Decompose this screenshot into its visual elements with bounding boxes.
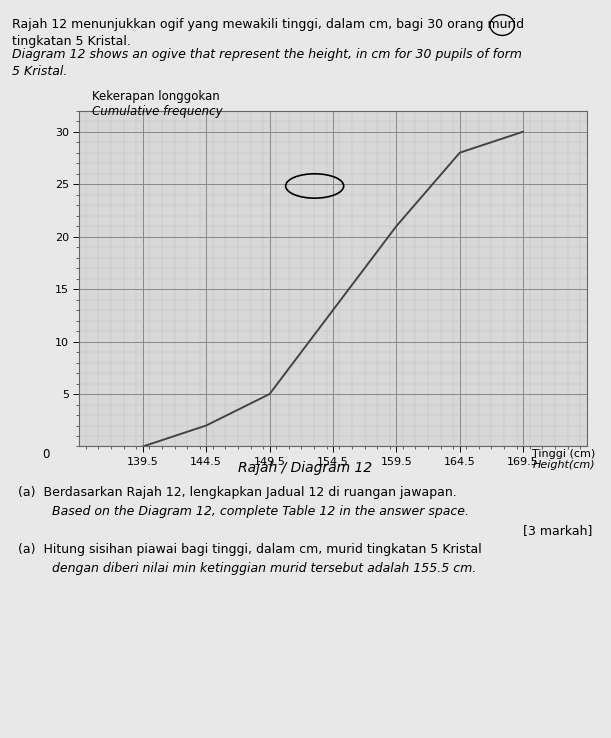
Text: dengan diberi nilai min ketinggian murid tersebut adalah 155.5 cm.: dengan diberi nilai min ketinggian murid… xyxy=(52,562,476,576)
Text: [3 markah]: [3 markah] xyxy=(523,524,593,537)
Text: Diagram 12 shows an ogive that represent the height, in cm for 30 pupils of form: Diagram 12 shows an ogive that represent… xyxy=(12,48,522,78)
Text: 0: 0 xyxy=(42,448,49,461)
Text: Height(cm): Height(cm) xyxy=(533,460,596,470)
Text: Rajah / Diagram 12: Rajah / Diagram 12 xyxy=(238,461,373,475)
Text: (a)  Hitung sisihan piawai bagi tinggi, dalam cm, murid tingkatan 5 Kristal: (a) Hitung sisihan piawai bagi tinggi, d… xyxy=(18,543,482,556)
Text: Tinggi (cm): Tinggi (cm) xyxy=(532,449,596,459)
Text: Kekerapan longgokan: Kekerapan longgokan xyxy=(92,90,219,103)
Text: Based on the Diagram 12, complete Table 12 in the answer space.: Based on the Diagram 12, complete Table … xyxy=(52,505,469,518)
Text: Rajah 12 menunjukkan ogif yang mewakili tinggi, dalam cm, bagi 30 orang murid
ti: Rajah 12 menunjukkan ogif yang mewakili … xyxy=(12,18,524,49)
Text: (a)  Berdasarkan Rajah 12, lengkapkan Jadual 12 di ruangan jawapan.: (a) Berdasarkan Rajah 12, lengkapkan Jad… xyxy=(18,486,457,499)
Text: Cumulative frequency: Cumulative frequency xyxy=(92,105,222,118)
